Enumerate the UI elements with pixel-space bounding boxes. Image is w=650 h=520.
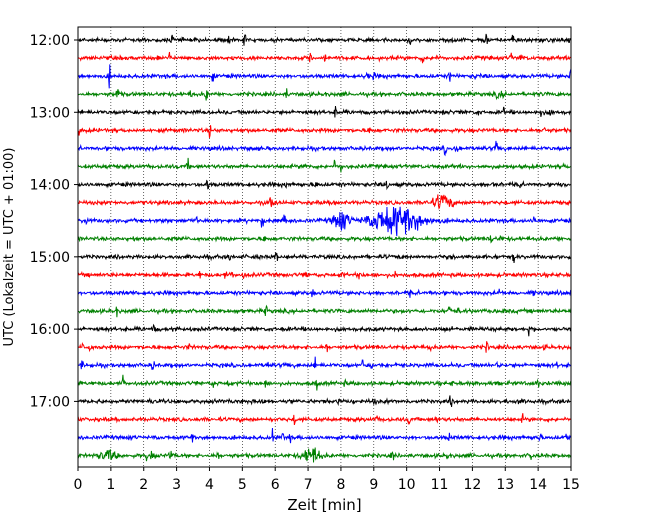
x-tick-label: 2 xyxy=(139,477,148,493)
seismic-trace xyxy=(77,356,572,370)
y-axis-ticks: 12:00 13:00 14:00 15:00 16:00 17:00 xyxy=(30,33,78,410)
x-tick-label: 1 xyxy=(106,477,115,493)
plot-frame xyxy=(77,26,572,468)
y-axis-label: UTC (Lokalzeit = UTC + 01:00) xyxy=(2,148,17,347)
y-tick-label: 17:00 xyxy=(30,394,70,410)
x-tick-label: 3 xyxy=(172,477,181,493)
seismic-trace xyxy=(77,88,572,101)
x-axis-label: Zeit [min] xyxy=(287,496,361,514)
x-tick-label: 12 xyxy=(463,477,481,493)
x-tick-label: 15 xyxy=(562,477,580,493)
x-tick-label: 4 xyxy=(205,477,214,493)
seismic-trace xyxy=(77,323,572,337)
seismic-trace xyxy=(77,179,572,191)
seismic-trace xyxy=(77,33,572,46)
x-axis-ticks: 0 1 2 3 4 5 6 7 8 9 10 11 12 13 14 15 xyxy=(74,467,580,493)
seismic-trace xyxy=(77,427,572,444)
x-tick-label: 14 xyxy=(529,477,547,493)
seismic-trace xyxy=(77,270,572,280)
seismic-trace xyxy=(77,288,572,298)
x-tick-label: 8 xyxy=(336,477,345,493)
seismic-trace xyxy=(77,140,572,157)
x-tick-label: 9 xyxy=(369,477,378,493)
seismic-trace xyxy=(77,374,572,391)
seismic-trace xyxy=(77,157,572,173)
x-tick-label: 0 xyxy=(74,477,83,493)
plot-border xyxy=(77,26,572,468)
x-tick-label: 7 xyxy=(304,477,313,493)
seismic-trace xyxy=(77,235,572,244)
x-tick-label: 11 xyxy=(431,477,449,493)
traces xyxy=(77,33,572,463)
y-tick-label: 15:00 xyxy=(30,250,70,266)
seismic-trace xyxy=(77,206,572,237)
seismic-trace xyxy=(77,252,572,264)
y-tick-label: 16:00 xyxy=(30,322,70,338)
seismic-trace xyxy=(77,105,572,118)
y-tick-label: 13:00 xyxy=(30,105,70,121)
x-tick-label: 13 xyxy=(496,477,514,493)
seismic-trace xyxy=(77,395,572,407)
y-tick-label: 14:00 xyxy=(30,178,70,194)
seismic-trace xyxy=(77,194,572,210)
x-tick-label: 5 xyxy=(238,477,247,493)
gridlines xyxy=(110,27,539,467)
seismic-trace xyxy=(77,341,572,353)
y-tick-label: 12:00 xyxy=(30,33,70,49)
seismic-trace xyxy=(77,64,572,89)
x-tick-label: 6 xyxy=(271,477,280,493)
seismic-trace xyxy=(77,125,572,138)
seismic-trace xyxy=(77,413,572,426)
seismic-trace xyxy=(77,304,572,318)
seismic-trace xyxy=(77,51,572,64)
seismic-trace xyxy=(77,447,572,463)
x-tick-label: 10 xyxy=(398,477,416,493)
